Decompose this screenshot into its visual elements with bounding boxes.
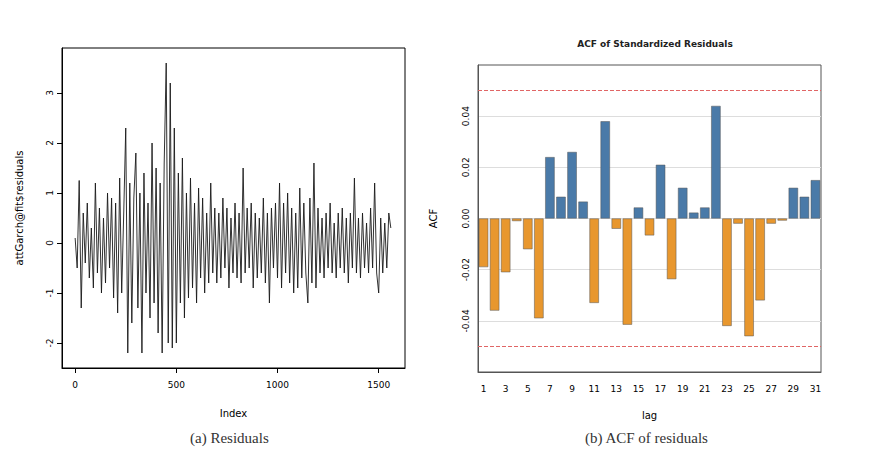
svg-text:27: 27 [765, 384, 776, 394]
svg-text:25: 25 [743, 384, 754, 394]
svg-text:5: 5 [525, 384, 531, 394]
svg-text:31: 31 [810, 384, 821, 394]
svg-text:Index: Index [220, 408, 248, 419]
svg-text:-0.02: -0.02 [461, 258, 471, 281]
svg-text:0.00: 0.00 [461, 208, 471, 228]
svg-text:1: 1 [45, 190, 55, 196]
svg-text:1500: 1500 [367, 380, 390, 390]
svg-text:-1: -1 [45, 289, 55, 298]
svg-text:ACF of Standardized Residuals: ACF of Standardized Residuals [577, 39, 733, 49]
svg-text:11: 11 [588, 384, 599, 394]
svg-text:29: 29 [788, 384, 800, 394]
svg-text:1000: 1000 [266, 380, 289, 390]
svg-text:-0.04: -0.04 [461, 309, 471, 333]
svg-text:0: 0 [45, 240, 55, 246]
svg-text:17: 17 [655, 384, 666, 394]
svg-text:7: 7 [547, 384, 553, 394]
svg-text:2: 2 [45, 140, 55, 146]
svg-text:1: 1 [481, 384, 487, 394]
svg-text:500: 500 [168, 380, 185, 390]
svg-text:0: 0 [72, 380, 78, 390]
svg-text:3: 3 [503, 384, 509, 394]
svg-text:21: 21 [699, 384, 710, 394]
svg-text:19: 19 [677, 384, 689, 394]
svg-text:(a) Residuals: (a) Residuals [190, 430, 269, 447]
svg-text:9: 9 [569, 384, 575, 394]
svg-text:attGarch@fit$residuals: attGarch@fit$residuals [14, 151, 25, 266]
svg-text:(b) ACF of residuals: (b) ACF of residuals [585, 430, 708, 447]
svg-text:lag: lag [642, 410, 657, 421]
svg-text:ACF: ACF [428, 209, 439, 229]
svg-text:-2: -2 [45, 339, 55, 348]
svg-text:13: 13 [611, 384, 622, 394]
svg-text:15: 15 [633, 384, 644, 394]
svg-text:23: 23 [721, 384, 732, 394]
svg-text:3: 3 [45, 90, 55, 96]
svg-text:0.04: 0.04 [461, 106, 471, 126]
svg-text:0.02: 0.02 [461, 157, 471, 177]
